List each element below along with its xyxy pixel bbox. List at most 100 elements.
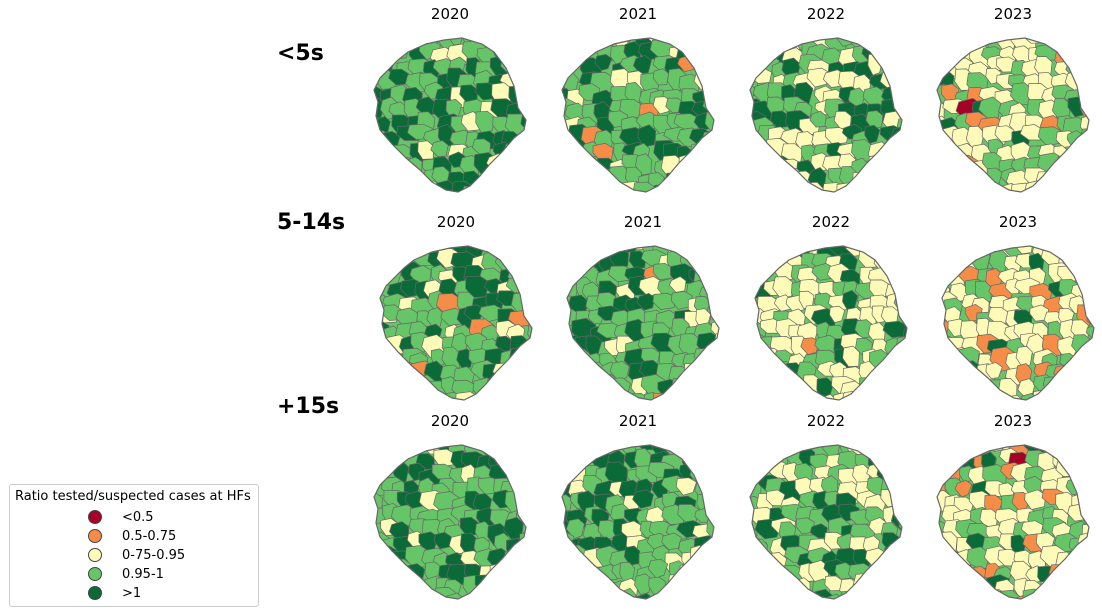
district-area <box>499 166 519 186</box>
district-area <box>781 577 803 599</box>
district-area <box>1057 601 1074 607</box>
district-area <box>952 591 970 599</box>
district-area <box>955 182 973 192</box>
year-label-r3-2020: 2020 <box>430 412 470 430</box>
map-legend: Ratio tested/suspected cases at HFs <0.5… <box>9 484 259 607</box>
year-label-r1-2021: 2021 <box>618 5 658 23</box>
district-area <box>710 602 724 607</box>
district-area <box>967 590 989 599</box>
district-area <box>1077 173 1089 192</box>
district-area <box>1053 580 1076 598</box>
district-area <box>408 579 425 599</box>
legend-title: Ratio tested/suspected cases at HFs <box>15 489 251 504</box>
district-area <box>536 282 542 300</box>
district-area <box>762 389 787 400</box>
district-area <box>391 38 411 46</box>
district-area <box>942 389 959 400</box>
district-area <box>453 606 475 607</box>
district-area <box>1014 402 1038 408</box>
district-area <box>535 532 536 552</box>
district-area <box>562 561 576 579</box>
district-area <box>408 586 433 599</box>
district-area <box>727 250 729 269</box>
district-area <box>720 170 724 186</box>
district-area <box>580 185 601 192</box>
district-area <box>632 593 655 599</box>
district-area <box>534 187 536 200</box>
district-area <box>713 246 719 260</box>
district-area <box>611 404 626 408</box>
district-area <box>910 153 912 172</box>
district-area <box>709 580 714 599</box>
district-area <box>722 564 724 585</box>
district-area <box>937 593 950 599</box>
district-area <box>380 363 395 384</box>
district-area <box>562 494 573 513</box>
district-area <box>705 196 724 200</box>
district-area <box>604 603 630 607</box>
district-area <box>777 586 802 599</box>
district-area <box>1084 144 1089 165</box>
district-area <box>1085 451 1089 476</box>
district-area <box>937 185 950 192</box>
district-area <box>834 562 853 580</box>
district-area <box>721 283 729 305</box>
district-area <box>1071 199 1088 200</box>
district-area <box>766 172 785 192</box>
district-area <box>726 338 729 362</box>
district-area <box>943 375 965 396</box>
district-area <box>755 392 768 400</box>
district-area <box>750 180 759 192</box>
district-area <box>1080 159 1089 177</box>
district-area <box>529 116 536 133</box>
district-area <box>562 468 572 485</box>
map-svg <box>561 444 724 607</box>
district-area <box>757 445 774 458</box>
district-area <box>1097 55 1099 78</box>
map-5to14-2020 <box>372 238 542 408</box>
district-area <box>937 445 952 450</box>
district-area <box>525 338 532 361</box>
district-area <box>840 590 865 599</box>
district-area <box>750 139 757 159</box>
district-area <box>1085 289 1094 314</box>
district-area <box>509 335 530 360</box>
district-area <box>908 510 912 525</box>
district-area <box>374 154 390 178</box>
district-area <box>970 380 997 400</box>
district-area <box>374 139 390 162</box>
district-area <box>892 44 902 68</box>
district-area <box>1092 509 1099 532</box>
district-area <box>937 138 945 164</box>
district-area <box>947 250 966 270</box>
district-area <box>906 101 912 120</box>
district-area <box>534 33 536 54</box>
district-area <box>909 46 912 66</box>
district-area <box>891 125 902 147</box>
district-area <box>584 394 610 400</box>
district-area <box>864 124 881 144</box>
district-area <box>891 53 902 75</box>
district-area <box>1097 253 1102 277</box>
district-area <box>1091 159 1099 184</box>
district-area <box>874 395 893 400</box>
district-area <box>377 445 405 455</box>
district-area <box>784 180 806 192</box>
district-area <box>535 374 542 391</box>
district-area <box>861 171 888 192</box>
district-area <box>1035 185 1055 192</box>
district-area <box>707 155 714 175</box>
district-area <box>697 394 719 400</box>
district-area <box>570 152 596 176</box>
district-area <box>409 388 428 400</box>
district-area <box>392 173 411 192</box>
district-area <box>502 577 525 598</box>
map-under5-2021 <box>554 30 724 200</box>
district-area <box>714 281 719 303</box>
district-area <box>595 403 620 408</box>
district-area <box>708 250 719 271</box>
map-under5-2020 <box>366 30 536 200</box>
district-area <box>915 350 917 372</box>
district-area <box>773 604 790 607</box>
district-area <box>1094 566 1099 587</box>
